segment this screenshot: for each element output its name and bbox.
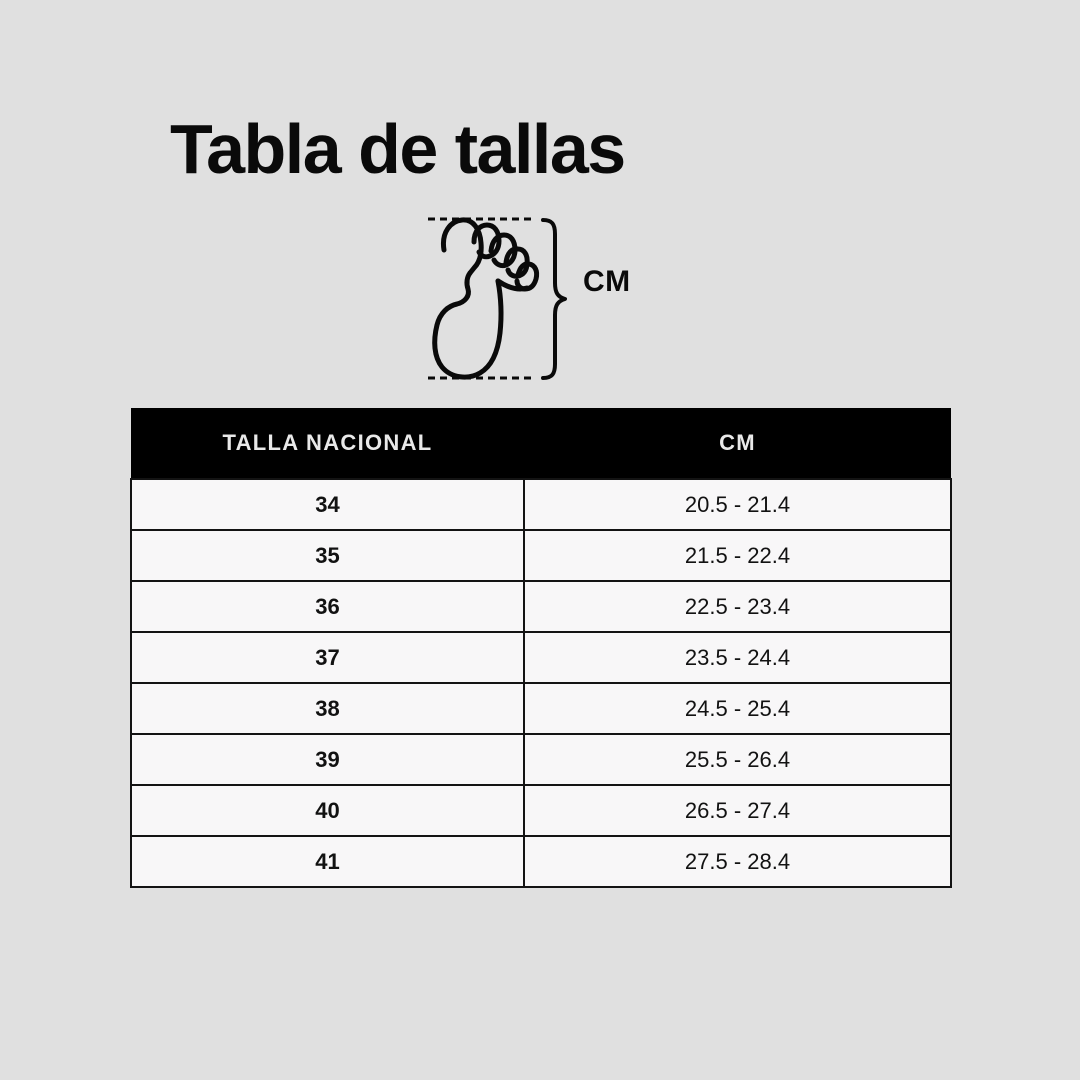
cell-size: 37 (130, 631, 525, 684)
cell-cm: 22.5 - 23.4 (523, 580, 952, 633)
cm-measure-label: CM (583, 265, 631, 298)
cell-size: 41 (130, 835, 525, 888)
table-row: 38 24.5 - 25.4 (130, 682, 952, 735)
table-header-row: TALLA NACIONAL CM (131, 408, 951, 479)
table-body: 34 20.5 - 21.4 35 21.5 - 22.4 36 22.5 - … (130, 478, 952, 888)
table-row: 40 26.5 - 27.4 (130, 784, 952, 837)
column-header-cm: CM (524, 408, 951, 479)
table-row: 41 27.5 - 28.4 (130, 835, 952, 888)
table-row: 36 22.5 - 23.4 (130, 580, 952, 633)
cell-size: 36 (130, 580, 525, 633)
cell-cm: 26.5 - 27.4 (523, 784, 952, 837)
table-row: 39 25.5 - 26.4 (130, 733, 952, 786)
table-row: 35 21.5 - 22.4 (130, 529, 952, 582)
cell-size: 39 (130, 733, 525, 786)
cell-size: 40 (130, 784, 525, 837)
cell-size: 35 (130, 529, 525, 582)
cell-cm: 23.5 - 24.4 (523, 631, 952, 684)
cell-size: 34 (130, 478, 525, 531)
cell-cm: 27.5 - 28.4 (523, 835, 952, 888)
page-title: Tabla de tallas (170, 110, 626, 188)
cell-cm: 25.5 - 26.4 (523, 733, 952, 786)
size-chart-table: TALLA NACIONAL CM 34 20.5 - 21.4 35 21.5… (130, 408, 952, 888)
foot-sole-outline-icon (432, 217, 540, 380)
table-header: TALLA NACIONAL CM (131, 408, 951, 479)
cell-cm: 24.5 - 25.4 (523, 682, 952, 735)
curly-brace-icon (541, 218, 567, 380)
column-header-talla-nacional: TALLA NACIONAL (131, 408, 524, 479)
cell-size: 38 (130, 682, 525, 735)
foot-diagram-svg (428, 217, 567, 380)
table-row: 37 23.5 - 24.4 (130, 631, 952, 684)
cell-cm: 21.5 - 22.4 (523, 529, 952, 582)
foot-measurement-diagram: CM (410, 205, 670, 395)
cell-cm: 20.5 - 21.4 (523, 478, 952, 531)
table-row: 34 20.5 - 21.4 (130, 478, 952, 531)
